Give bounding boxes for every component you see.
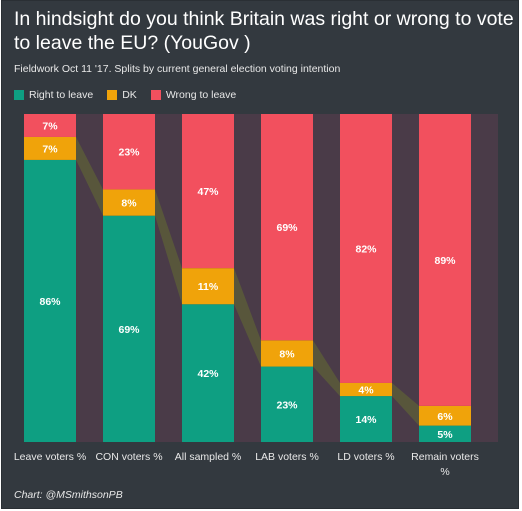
legend-label-dk: DK — [122, 89, 137, 101]
data-label-right-to-leave: 23% — [276, 399, 298, 411]
bar-segment-dk — [419, 405, 471, 426]
bar-segment-dk — [24, 136, 76, 160]
data-label-wrong-to-leave: 82% — [355, 243, 377, 255]
bar-segment-wrong-to-leave — [103, 114, 155, 190]
x-tick-label: CON voters % — [95, 451, 162, 463]
bar-segment-right-to-leave — [340, 396, 392, 442]
legend-swatch-dk — [107, 90, 118, 100]
data-label-dk: 8% — [121, 198, 137, 210]
bar-segment-wrong-to-leave — [340, 114, 392, 383]
legend-item-dk: DK — [107, 89, 137, 101]
data-label-wrong-to-leave: 69% — [276, 222, 298, 234]
chart-title: In hindsight do you think Britain was ri… — [14, 8, 514, 54]
x-tick-label: Remain voters — [411, 451, 479, 463]
column-gap-band — [471, 114, 498, 442]
column-gap-band — [234, 114, 261, 442]
bar-segment-right-to-leave — [182, 304, 234, 442]
legend-label-right-to-leave: Right to leave — [29, 89, 94, 101]
data-label-right-to-leave: 5% — [437, 429, 453, 441]
x-tick-label: All sampled % — [175, 451, 242, 463]
bar-segment-right-to-leave — [24, 159, 76, 443]
chart-subtitle: Fieldwork Oct 11 '17. Splits by current … — [14, 63, 341, 75]
series-connector — [234, 268, 261, 367]
legend-swatch-wrong-to-leave — [150, 90, 161, 100]
bar-segment-dk — [103, 189, 155, 216]
x-tick-label: % — [440, 466, 449, 478]
x-tick-label: LAB voters % — [255, 451, 319, 463]
data-label-wrong-to-leave: 23% — [118, 147, 140, 159]
bar-segment-right-to-leave — [103, 215, 155, 442]
bar-segment-wrong-to-leave — [419, 114, 471, 406]
bar-segment-right-to-leave — [261, 366, 313, 442]
chart-credit: Chart: @MSmithsonPB — [14, 489, 123, 501]
bar-segment-wrong-to-leave — [261, 114, 313, 341]
chart-legend: Right to leave DK Wrong to leave — [14, 89, 236, 101]
legend-item-wrong-to-leave: Wrong to leave — [150, 89, 237, 101]
series-connector — [313, 340, 340, 397]
bar-segment-dk — [340, 382, 392, 397]
data-label-dk: 8% — [279, 348, 295, 360]
data-label-right-to-leave: 14% — [355, 414, 377, 426]
bar-segment-wrong-to-leave — [24, 114, 76, 137]
legend-label-wrong-to-leave: Wrong to leave — [165, 89, 237, 101]
data-label-wrong-to-leave: 89% — [434, 255, 456, 267]
data-label-wrong-to-leave: 47% — [197, 186, 219, 198]
data-label-wrong-to-leave: 7% — [42, 120, 58, 132]
data-label-dk: 6% — [437, 411, 453, 423]
data-label-dk: 4% — [358, 385, 374, 397]
x-tick-label: LD voters % — [337, 451, 394, 463]
series-connector — [155, 189, 182, 305]
bar-segment-dk — [261, 340, 313, 367]
data-label-right-to-leave: 86% — [39, 296, 61, 308]
series-connector — [392, 382, 419, 426]
column-gap-band — [313, 114, 340, 442]
legend-swatch-right-to-leave — [14, 90, 24, 100]
series-connector — [76, 136, 103, 216]
bar-segment-dk — [182, 268, 234, 305]
bar-segment-right-to-leave — [419, 425, 471, 442]
legend-item-right-to-leave: Right to leave — [14, 89, 93, 101]
bar-segment-wrong-to-leave — [182, 114, 234, 269]
data-label-right-to-leave: 69% — [118, 324, 140, 336]
data-label-dk: 7% — [42, 143, 58, 155]
data-label-dk: 11% — [198, 281, 219, 293]
data-label-right-to-leave: 42% — [197, 368, 219, 380]
x-tick-label: Leave voters % — [14, 451, 86, 463]
